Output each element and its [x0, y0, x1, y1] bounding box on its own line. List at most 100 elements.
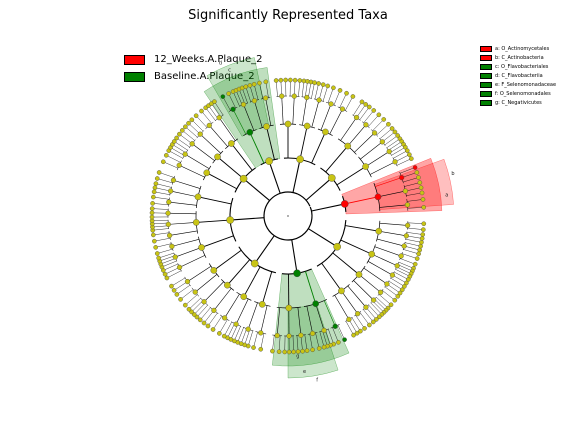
taxon-node	[153, 245, 158, 250]
tree-branch	[311, 82, 315, 99]
tree-branch	[154, 191, 170, 195]
taxon-node	[151, 194, 156, 200]
tree-branch	[376, 297, 389, 309]
class-legend-item: Baseline.A.Plaque_2	[124, 68, 263, 85]
taxa-legend-label: e: F_Selenomonadaceae	[495, 81, 557, 88]
tree-branch	[170, 147, 185, 156]
taxon-node	[251, 345, 256, 350]
taxon-node	[239, 174, 248, 183]
tree-branch	[332, 252, 360, 275]
tree-branch	[336, 166, 366, 186]
tree-branch	[176, 137, 190, 148]
taxon-node	[240, 101, 247, 108]
tree-nodes	[149, 77, 427, 355]
taxa-legend-item: e: F_Selenomonadaceae	[480, 80, 556, 89]
taxon-node	[371, 108, 377, 113]
taxon-node	[416, 175, 421, 180]
taxon-node	[312, 300, 319, 308]
taxon-node	[170, 177, 177, 183]
taxon-node	[149, 214, 155, 220]
tree-branch	[213, 288, 232, 311]
taxon-node	[151, 189, 157, 195]
taxon-node	[414, 170, 420, 175]
taxon-node	[165, 221, 171, 227]
tree-branch	[294, 80, 296, 97]
taxon-node	[291, 349, 296, 355]
tree-branch	[398, 261, 414, 269]
tree-branch	[179, 165, 205, 178]
tree-branch	[301, 80, 305, 97]
tree-branch	[247, 330, 254, 347]
taxon-node	[270, 348, 275, 354]
tree-branch	[232, 91, 240, 107]
tree-branch	[168, 150, 183, 159]
taxon-node	[201, 320, 207, 326]
tree-branch	[203, 281, 224, 302]
taxon-node	[344, 142, 352, 150]
tree-branch	[379, 204, 408, 208]
tree-branch	[159, 255, 175, 262]
tree-branch	[184, 153, 210, 169]
tree-branch	[171, 239, 200, 247]
tree-branch	[322, 330, 328, 347]
tree-branch	[382, 131, 396, 143]
taxon-node	[362, 163, 369, 170]
tree-branch	[353, 280, 374, 301]
taxon-node	[389, 126, 395, 131]
taxon-node	[321, 344, 327, 350]
taxon-node	[182, 302, 188, 308]
taxon-node	[292, 77, 298, 83]
taxa-legend-item: d: C_Flavobacteriia	[480, 71, 556, 80]
tree-branch	[306, 305, 313, 334]
tree-branch	[240, 328, 247, 344]
tree-branch	[224, 321, 232, 337]
taxon-node	[183, 124, 188, 130]
tree-branch	[368, 114, 380, 127]
taxon-node	[217, 331, 222, 336]
taxon-node	[149, 210, 155, 216]
taxon-node	[189, 141, 195, 147]
taxon-node	[282, 349, 288, 355]
tree-branch	[260, 305, 268, 333]
tree-branch	[407, 199, 424, 202]
tree-branch	[179, 255, 205, 268]
taxon-node	[240, 293, 248, 300]
taxon-node	[370, 297, 377, 303]
taxa-swatch	[480, 45, 492, 52]
tree-branch	[259, 82, 263, 99]
taxon-node	[367, 104, 372, 110]
tree-branch	[173, 179, 201, 189]
tree-branch	[407, 207, 424, 209]
tree-branch	[354, 132, 375, 153]
taxon-node	[153, 181, 159, 186]
tree-branch	[157, 248, 173, 254]
tree-branch	[403, 249, 419, 255]
taxon-node	[394, 263, 400, 269]
tree-branch	[392, 274, 407, 284]
taxon-node	[359, 99, 365, 105]
tree-branch	[205, 107, 216, 121]
taxon-node	[285, 304, 293, 312]
taxon-node	[151, 232, 156, 238]
tree-branch	[218, 117, 236, 141]
taxon-node	[257, 80, 262, 86]
taxon-node	[201, 299, 207, 305]
tree-branch	[360, 141, 383, 160]
taxon-node	[370, 319, 376, 325]
tree-branch	[378, 230, 407, 237]
tree-branch	[196, 304, 208, 318]
taxon-node	[310, 330, 316, 337]
taxon-node	[283, 77, 288, 83]
tree-branch	[211, 103, 221, 117]
taxon-node	[276, 349, 282, 355]
tree-branch	[154, 187, 171, 192]
tree-branch	[214, 101, 224, 116]
taxon-node	[189, 117, 195, 123]
taxon-node	[293, 269, 301, 278]
tree-branch	[187, 266, 212, 282]
tree-branch	[341, 290, 358, 314]
tree-branch	[188, 298, 201, 310]
tree-branch	[302, 97, 308, 126]
taxon-node	[197, 131, 203, 137]
taxon-node	[171, 288, 177, 293]
